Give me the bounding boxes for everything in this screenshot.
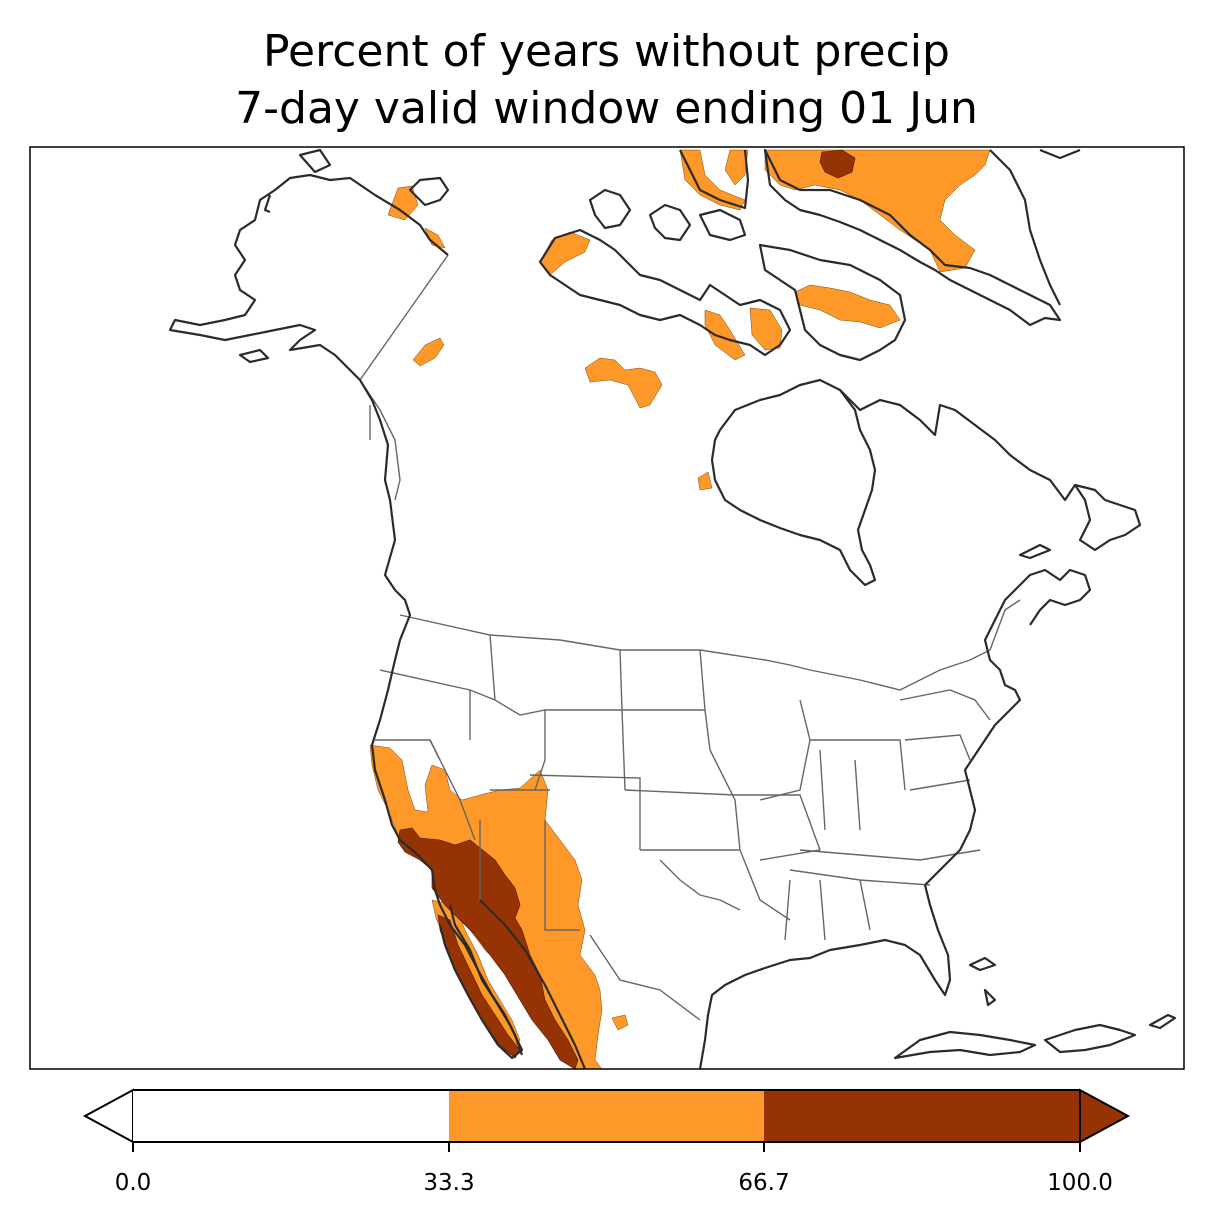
region-southwest-high [397, 827, 579, 1069]
region-yukon-blob [412, 337, 445, 367]
region-greenland-medium [764, 149, 991, 273]
colorbar [82, 1088, 1131, 1152]
map-title-line1: Percent of years without precip [263, 26, 950, 77]
region-baffin-medium [794, 284, 901, 329]
map-title-line2: 7-day valid window ending 01 Jun [235, 83, 978, 134]
colorbar-tick-label-1: 33.3 [423, 1170, 475, 1196]
region-hudson-medium-1 [704, 309, 746, 361]
orange-regions [369, 149, 991, 1069]
region-nwt-blob [584, 357, 663, 409]
colorbar-extend-high [1079, 1088, 1131, 1144]
region-arctic-north-1 [387, 185, 419, 221]
colorbar-tick-label-3: 100.0 [1047, 1170, 1113, 1196]
colorbar-tick-label-2: 66.7 [738, 1170, 790, 1196]
region-hudson-medium-2 [749, 307, 783, 351]
region-greenland-high [819, 149, 856, 179]
region-mexico-blob [611, 1014, 629, 1031]
colorbar-outline [133, 1089, 1080, 1143]
colorbar-bin-low [133, 1090, 449, 1142]
region-hudson-small [697, 471, 713, 491]
political-borders [359, 254, 1021, 1021]
map-area [168, 148, 1177, 1069]
colorbar-tick-label-0: 0.0 [114, 1170, 152, 1196]
colorbar-bin-medium [449, 1090, 764, 1142]
region-arctic-north-2 [679, 149, 746, 211]
map-frame [29, 146, 1185, 1070]
coastlines [168, 148, 1177, 1069]
region-victoria-island [539, 231, 591, 276]
brown-regions [397, 149, 856, 1069]
colorbar-bin-high [764, 1090, 1080, 1142]
colorbar-extend-low [82, 1088, 134, 1144]
